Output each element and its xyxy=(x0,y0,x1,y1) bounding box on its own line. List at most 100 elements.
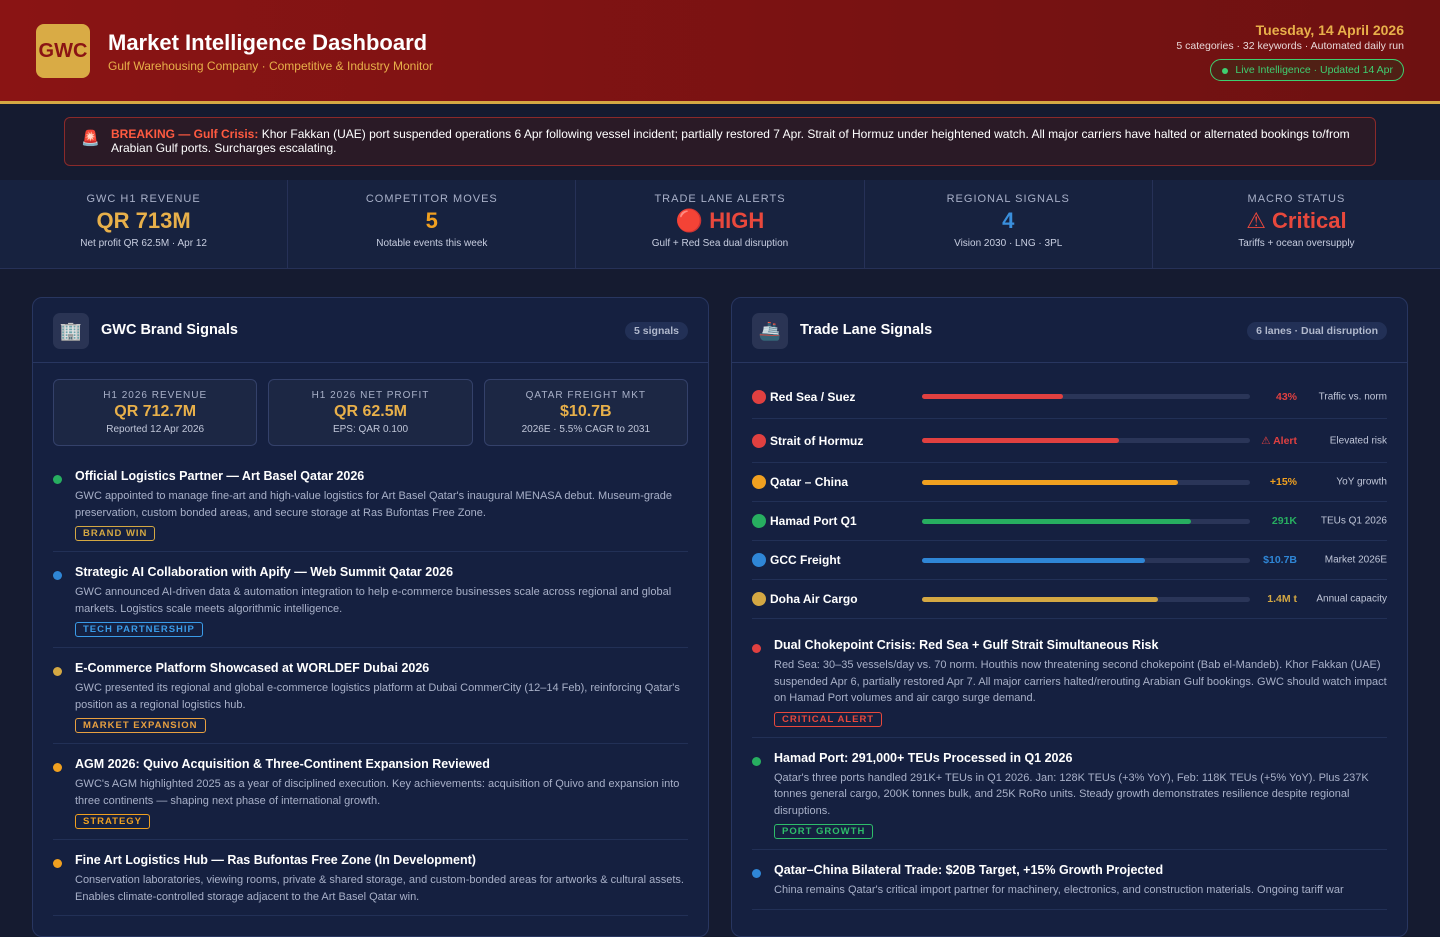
lane-track xyxy=(922,479,1250,485)
signal-title: AGM 2026: Quivo Acquisition & Three-Cont… xyxy=(75,757,490,771)
kpi-card: GWC H1 REVENUE QR 713M Net profit QR 62.5M… xyxy=(0,180,289,268)
signal-list: Dual Chokepoint Crisis: Red Sea + Gulf S… xyxy=(752,625,1387,910)
signal-item: E-Commerce Platform Showcased at WORLDEF… xyxy=(53,648,688,744)
lane-name: Doha Air Cargo xyxy=(770,592,858,606)
lane-dot xyxy=(752,514,766,528)
lane-row: Doha Air Cargo 1.4M t Annual capacity xyxy=(752,580,1387,619)
alert-text: Khor Fakkan (UAE) port suspended operati… xyxy=(111,127,1350,155)
lane-value: 291K xyxy=(1271,515,1297,527)
signal-tag: CRITICAL ALERT xyxy=(774,711,883,727)
signal-title: Official Logistics Partner — Art Basel Q… xyxy=(75,469,365,483)
signal-title: Qatar–China Bilateral Trade: $20B Target… xyxy=(774,863,1164,877)
lane-track xyxy=(922,518,1250,524)
kpi-value: 🔴 HIGH xyxy=(675,208,765,233)
kpi-label: MACRO STATUS xyxy=(1247,193,1346,205)
alert-icon: 🚨 xyxy=(81,130,100,147)
kpi-label: TRADE LANE ALERTS xyxy=(654,193,786,205)
kpi-value: 4 xyxy=(1002,208,1015,233)
kpi-note: Net profit QR 62.5M · Apr 12 xyxy=(80,238,207,249)
stat-label: H1 2026 REVENUE xyxy=(103,390,208,401)
panel-title: Trade Lane Signals xyxy=(800,322,933,338)
signal-tag: BRAND WIN xyxy=(75,526,156,541)
signal-dot xyxy=(752,756,761,766)
lane-dot xyxy=(752,433,766,448)
lane-name: GCC Freight xyxy=(770,553,841,567)
lane-value: $10.7B xyxy=(1263,554,1297,566)
signal-text: Conservation laboratories, viewing rooms… xyxy=(75,874,684,903)
kpi-value: QR 713M xyxy=(96,208,191,233)
lane-dot xyxy=(752,475,766,489)
panel-header: 🚢 Trade Lane Signals 6 lanes · Dual disrup… xyxy=(732,298,1407,363)
stat-label: QATAR FREIGHT MKT xyxy=(525,390,646,401)
lane-row: GCC Freight $10.7B Market 2026E xyxy=(752,541,1387,580)
signal-item: AGM 2026: Quivo Acquisition & Three-Cont… xyxy=(53,744,688,840)
stat-label: H1 2026 NET PROFIT xyxy=(311,390,430,401)
lane-value: +15% xyxy=(1269,476,1297,488)
lane-row: Hamad Port Q1 291K TEUs Q1 2026 xyxy=(752,502,1387,541)
signal-text: Qatar's three ports handled 291K+ TEUs i… xyxy=(774,771,1369,817)
stat-note: EPS: QAR 0.100 xyxy=(332,424,409,435)
stat-value: QR 712.7M xyxy=(114,403,197,420)
stat-card: H1 2026 NET PROFIT QR 62.5M EPS: QAR 0.100 xyxy=(268,379,473,446)
lane-note: TEUs Q1 2026 xyxy=(1320,515,1387,527)
lane-name: Strait of Hormuz xyxy=(770,433,864,448)
trade-panel: 🚢 Trade Lane Signals 6 lanes · Dual disrup… xyxy=(731,297,1408,937)
alert-label: BREAKING — Gulf Crisis: xyxy=(111,127,259,141)
panel-badge: 6 lanes · Dual disruption xyxy=(1247,322,1387,340)
lane-dot xyxy=(752,553,766,567)
panel-header: 🏢 GWC Brand Signals 5 signals xyxy=(33,298,708,363)
signal-item: Qatar–China Bilateral Trade: $20B Target… xyxy=(752,850,1387,910)
signal-item: Strategic AI Collaboration with Apify — … xyxy=(53,552,688,648)
signal-text: GWC's AGM highlighted 2025 as a year of … xyxy=(75,778,680,807)
kpi-label: COMPETITOR MOVES xyxy=(365,193,498,205)
signal-item: Official Logistics Partner — Art Basel Q… xyxy=(53,456,688,552)
spacer xyxy=(33,446,708,456)
signal-title: Hamad Port: 291,000+ TEUs Processed in Q… xyxy=(774,750,1073,765)
signal-tag: STRATEGY xyxy=(75,814,151,829)
status-pill: Live Intelligence · Updated 14 Apr xyxy=(1210,59,1404,81)
lane-track xyxy=(922,394,1250,399)
lane-name: Qatar – China xyxy=(770,475,849,489)
lane-row: Qatar – China +15% YoY growth xyxy=(752,463,1387,502)
panel-badge: 5 signals xyxy=(625,322,688,340)
signal-dot xyxy=(53,667,62,676)
panel-icon: 🏢 xyxy=(53,313,89,349)
kpi-note: Notable events this week xyxy=(376,238,488,249)
lane-note: YoY growth xyxy=(1336,476,1387,488)
signal-title: Strategic AI Collaboration with Apify — … xyxy=(75,565,454,579)
lane-note: Traffic vs. norm xyxy=(1318,391,1387,402)
kpi-card: REGIONAL SIGNALS 4 Vision 2030 · LNG · 3PL xyxy=(865,180,1153,268)
lane-bar xyxy=(922,596,1159,602)
lane-value: 1.4M t xyxy=(1267,593,1297,605)
panel-title: GWC Brand Signals xyxy=(101,322,238,338)
stat-card: QATAR FREIGHT MKT $10.7B 2026E · 5.5% CAGR… xyxy=(483,379,688,446)
lane-value: 43% xyxy=(1275,390,1297,403)
stat-value: QR 62.5M xyxy=(334,403,407,420)
signal-text: GWC appointed to manage fine-art and hig… xyxy=(75,490,673,519)
signal-item: Fine Art Logistics Hub — Ras Bufontas Fr… xyxy=(53,840,688,916)
signal-title: Dual Chokepoint Crisis: Red Sea + Gulf S… xyxy=(774,638,1159,652)
kpi-note: Gulf + Red Sea dual disruption xyxy=(651,238,789,249)
kpi-value: ⚠ Critical xyxy=(1246,208,1347,233)
lane-bar xyxy=(922,518,1191,524)
kpi-label: GWC H1 REVENUE xyxy=(86,193,201,205)
signal-text: China remains Qatar's critical import pa… xyxy=(774,884,1344,896)
signal-title: E-Commerce Platform Showcased at WORLDEF… xyxy=(75,661,430,675)
title: Market Intelligence Dashboard xyxy=(108,30,428,55)
kpi-note: Vision 2030 · LNG · 3PL xyxy=(954,238,1063,249)
stat-note: Reported 12 Apr 2026 xyxy=(106,424,205,435)
signal-tag: TECH PARTNERSHIP xyxy=(75,622,203,637)
signal-dot xyxy=(53,571,62,580)
date: Tuesday, 14 April 2026 xyxy=(1255,22,1404,38)
signal-dot xyxy=(53,475,62,484)
signal-text: Red Sea: 30–35 vessels/day vs. 70 norm. … xyxy=(774,659,1387,704)
brand-panel: 🏢 GWC Brand Signals 5 signals H1 2026 REVEN… xyxy=(32,297,709,937)
lane-name: Red Sea / Suez xyxy=(770,389,856,404)
kpi-card: COMPETITOR MOVES 5 Notable events this wee… xyxy=(288,180,577,268)
signal-tag: MARKET EXPANSION xyxy=(75,718,206,733)
signal-title: Fine Art Logistics Hub — Ras Bufontas Fr… xyxy=(75,853,476,867)
lane-row: Red Sea / Suez 43% Traffic vs. norm xyxy=(752,375,1387,419)
signal-text: GWC presented its regional and global e-… xyxy=(75,682,680,711)
lane-bar xyxy=(922,438,1119,443)
